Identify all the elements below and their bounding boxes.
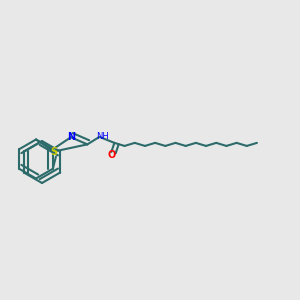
Text: S: S — [50, 146, 58, 157]
Text: O: O — [107, 150, 116, 160]
Text: NH: NH — [96, 132, 109, 141]
Text: N: N — [67, 132, 75, 142]
